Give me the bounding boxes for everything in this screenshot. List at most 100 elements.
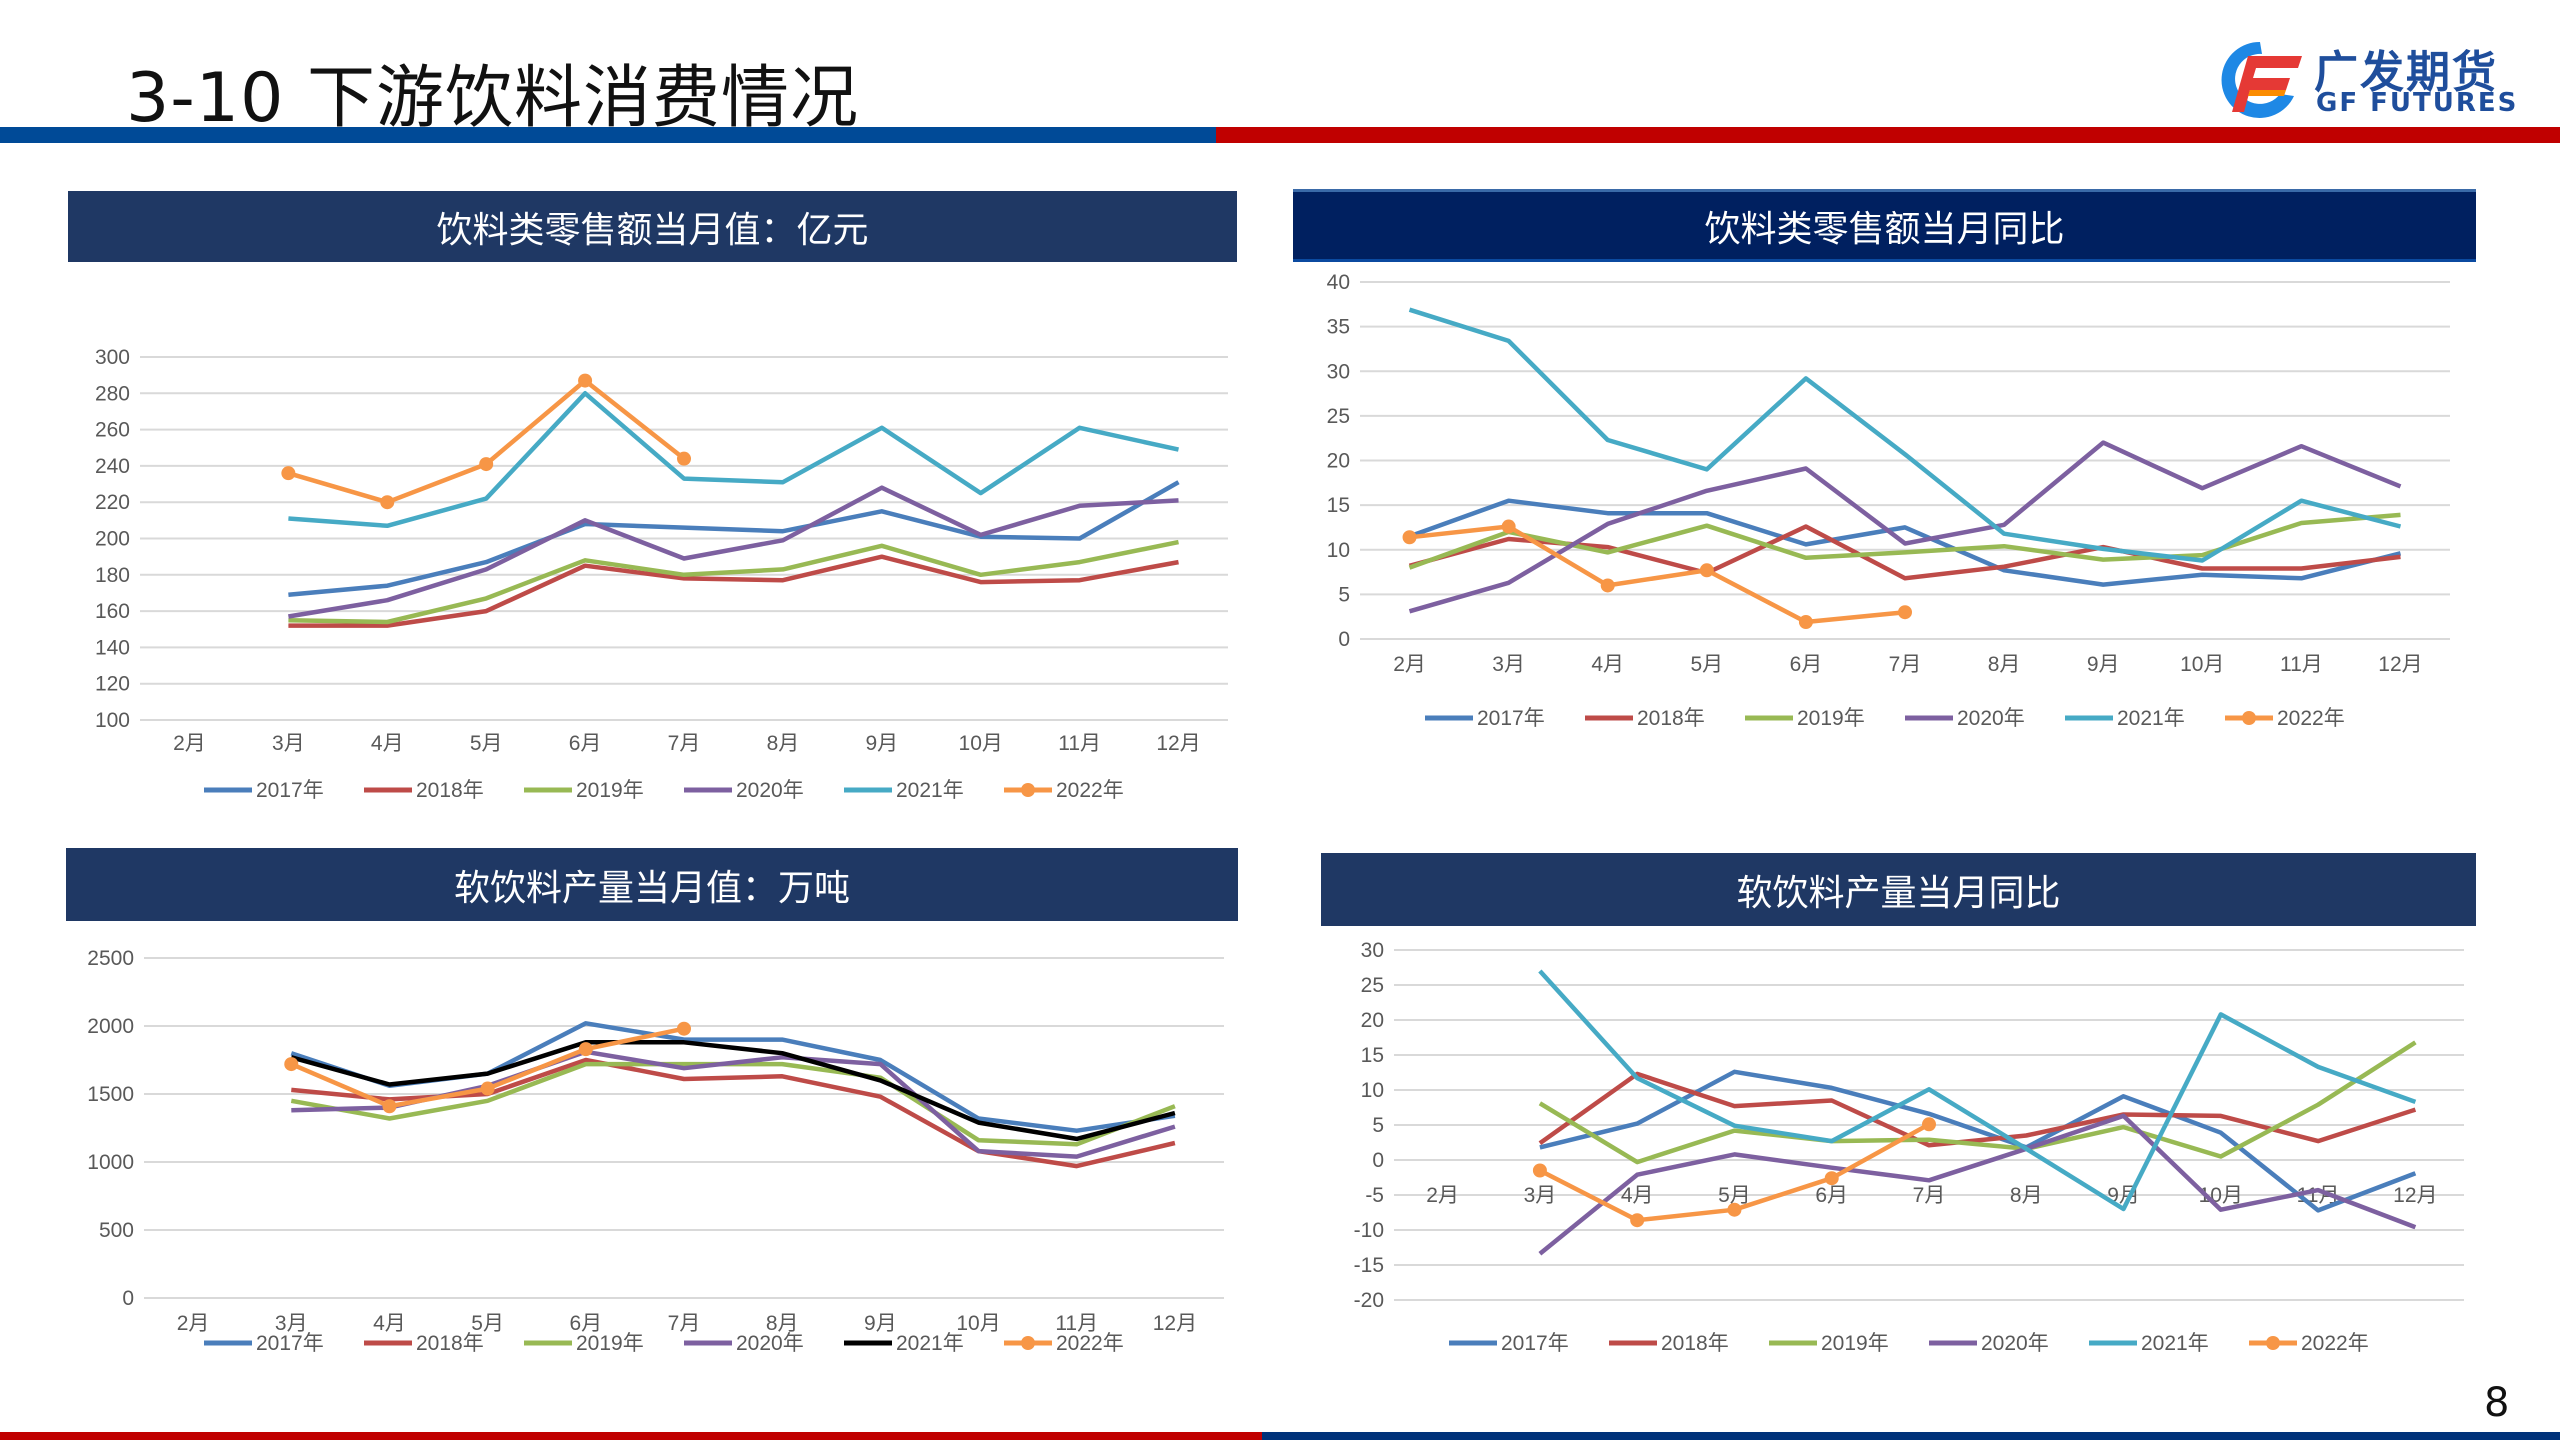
series-line [288,485,1179,619]
legend-item: 2019年 [1769,1332,1889,1355]
x-tick-label: 9月 [2087,653,2120,676]
y-tick-label: 1000 [87,1151,134,1174]
data-point [380,495,395,510]
series-2022年 [1402,519,1912,630]
y-tick-label: 500 [99,1219,134,1242]
footer-divider-blue [1262,1432,2560,1440]
legend-marker [2242,711,2256,725]
legend-label: 2019年 [1797,707,1865,730]
x-tick-label: 6月 [1815,1184,1848,1207]
x-tick-label: 4月 [1621,1184,1654,1207]
x-tick-label: 8月 [1988,653,2021,676]
data-point [382,1099,397,1114]
data-point [1727,1202,1742,1217]
x-tick-label: 3月 [1524,1184,1557,1207]
legend-label: 2022年 [1056,1332,1124,1355]
x-tick-label: 10月 [959,732,1003,755]
data-point [281,466,296,481]
y-tick-label: 25 [1361,974,1384,997]
legend-item: 2018年 [364,1332,484,1355]
y-tick-label: 300 [95,346,130,369]
x-tick-label: 10月 [2180,653,2224,676]
series-2020年 [288,485,1179,619]
legend-label: 2022年 [1056,779,1124,802]
series-line [287,378,686,505]
panel-header-retail-yoy: 饮料类零售额当月同比 [1293,189,2476,262]
y-tick-label: 2500 [87,947,134,970]
panel-header-output-yoy: 软饮料产量当月同比 [1321,853,2476,926]
legend-marker [2266,1336,2280,1350]
series-line [288,391,1179,529]
data-point [1630,1213,1645,1228]
data-point [1798,615,1813,630]
legend-item: 2019年 [524,1332,644,1355]
legend-label: 2018年 [1637,707,1705,730]
x-tick-label: 12月 [1153,1312,1197,1335]
series-2020年 [1408,440,2402,614]
footer-divider-red [0,1432,1262,1440]
y-tick-label: 1500 [87,1083,134,1106]
panel-header-output-value: 软饮料产量当月值：万吨 [66,848,1238,921]
y-tick-label: -15 [1354,1254,1384,1277]
legend-item: 2021年 [844,1332,964,1355]
series-line [1539,1069,2417,1213]
y-tick-label: 20 [1327,450,1350,473]
x-tick-label: 9月 [865,732,898,755]
x-tick-label: 5月 [471,1312,504,1335]
data-point [1699,563,1714,578]
data-point [480,1081,495,1096]
x-tick-label: 7月 [1913,1184,1946,1207]
x-tick-label: 7月 [668,732,701,755]
data-point [578,373,593,388]
series-2018年 [1538,1071,2417,1148]
x-tick-label: 9月 [864,1312,897,1335]
legend-label: 2022年 [2277,707,2345,730]
data-point [1402,530,1417,545]
series-2020年 [1538,1113,2417,1256]
y-tick-label: 20 [1361,1009,1384,1032]
data-point [677,1021,691,1036]
series-2021年 [1538,969,2417,1212]
x-tick-label: 12月 [2393,1184,2437,1207]
x-tick-label: 12月 [2378,653,2422,676]
legend-label: 2020年 [736,779,804,802]
legend-label: 2017年 [256,1332,324,1355]
x-tick-label: 5月 [470,732,503,755]
data-point [677,451,691,466]
x-tick-label: 4月 [1591,653,1624,676]
y-tick-label: 30 [1361,939,1384,962]
logo-text-en: GF FUTURES [2316,88,2519,118]
legend-label: 2018年 [1661,1332,1729,1355]
series-line [1409,524,1906,625]
legend-item: 2018年 [1585,707,1705,730]
header-divider-blue [0,127,1216,143]
legend-item: 2022年 [1004,1332,1124,1355]
legend-item: 2021年 [844,779,964,802]
y-tick-label: 25 [1327,405,1350,428]
legend-item: 2022年 [2225,707,2345,730]
y-tick-label: -20 [1354,1289,1384,1312]
legend-item: 2018年 [364,779,484,802]
legend-label: 2022年 [2301,1332,2369,1355]
legend-item: 2019年 [1745,707,1865,730]
x-tick-label: 2月 [177,1312,210,1335]
data-point [284,1057,299,1072]
legend-label: 2017年 [1477,707,1545,730]
legend-label: 2020年 [1981,1332,2049,1355]
legend-item: 2017年 [1425,707,1545,730]
y-tick-label: 5 [1372,1114,1384,1137]
logo-text-cn: 广发期货 [2314,47,2498,98]
panel-header-retail-value: 饮料类零售额当月值：亿元 [68,191,1237,262]
y-tick-label: 5 [1338,583,1350,606]
x-tick-label: 10月 [956,1312,1000,1335]
x-tick-label: 6月 [1790,653,1823,676]
y-tick-label: 15 [1361,1044,1384,1067]
legend-item: 2018年 [1609,1332,1729,1355]
y-tick-label: 100 [95,709,130,732]
series-2022年 [281,373,691,510]
data-point [1922,1117,1936,1132]
legend-item: 2020年 [684,779,804,802]
y-tick-label: 10 [1361,1079,1384,1102]
gf-futures-logo: 广发期货 GF FUTURES [2210,36,2520,120]
